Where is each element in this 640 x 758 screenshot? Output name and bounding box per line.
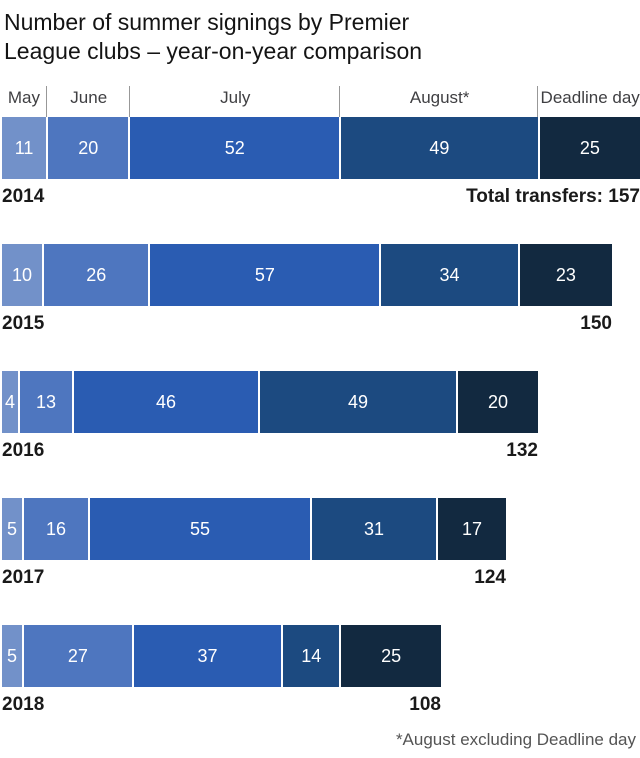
year-label: 2014 bbox=[2, 186, 45, 207]
title-line-1: Number of summer signings by Premier bbox=[4, 9, 410, 35]
bar-segment-may: 4 bbox=[2, 371, 18, 433]
header-label-deadline-day: Deadline day bbox=[540, 88, 640, 107]
row-labels: 2015 150 bbox=[2, 313, 612, 335]
bar-segment-july: 57 bbox=[150, 244, 380, 306]
year-label: 2018 bbox=[2, 694, 45, 715]
segment-value: 25 bbox=[579, 137, 600, 158]
segment-value: 25 bbox=[381, 645, 402, 666]
month-header: May June July August* Deadline day bbox=[2, 86, 640, 117]
bar-segment-june: 27 bbox=[23, 625, 132, 687]
header-label-july: July bbox=[132, 86, 340, 117]
bar-segment-august: 49 bbox=[341, 117, 538, 179]
year-row: 11 20 52 49 25 2014 Total transfers: 157 bbox=[2, 117, 640, 208]
bar-segment-august: 14 bbox=[283, 625, 340, 687]
year-label: 2016 bbox=[2, 440, 45, 461]
segment-value: 37 bbox=[197, 645, 218, 666]
segment-value: 57 bbox=[254, 264, 275, 285]
bar-segment-deadline-day: 25 bbox=[539, 117, 640, 179]
segment-value: 49 bbox=[429, 137, 450, 158]
stacked-bar: 11 20 52 49 25 bbox=[2, 117, 640, 179]
segment-value: 4 bbox=[4, 391, 15, 412]
bar-segment-july: 55 bbox=[90, 498, 310, 560]
bar-segment-june: 26 bbox=[44, 244, 149, 306]
bar-segment-july: 46 bbox=[74, 371, 258, 433]
title-line-2: League clubs – year-on-year comparison bbox=[4, 38, 423, 64]
row-labels: 2018 108 bbox=[2, 694, 441, 716]
bar-segment-june: 16 bbox=[24, 498, 88, 560]
bar-segment-may: 5 bbox=[2, 498, 22, 560]
row-labels: 2017 124 bbox=[2, 567, 506, 589]
segment-value: 20 bbox=[487, 391, 509, 412]
total-label: 108 bbox=[409, 694, 441, 715]
segment-value: 23 bbox=[555, 264, 576, 285]
header-label-august: August* bbox=[342, 86, 539, 117]
total-label: 124 bbox=[474, 567, 506, 588]
stacked-bar: 5 16 55 31 17 bbox=[2, 498, 506, 560]
row-labels: 2016 132 bbox=[2, 440, 538, 462]
total-label: 150 bbox=[580, 313, 612, 334]
bar-segment-may: 10 bbox=[2, 244, 43, 306]
bar-segment-june: 13 bbox=[20, 371, 72, 433]
segment-value: 52 bbox=[224, 137, 245, 158]
segment-value: 27 bbox=[67, 645, 88, 666]
segment-value: 10 bbox=[12, 264, 33, 285]
segment-value: 14 bbox=[301, 645, 322, 666]
bar-segment-july: 37 bbox=[133, 625, 282, 687]
header-label-june: June bbox=[49, 86, 130, 117]
row-labels: 2014 Total transfers: 157 bbox=[2, 186, 640, 208]
segment-value: 5 bbox=[6, 518, 17, 539]
bar-segment-may: 11 bbox=[2, 117, 47, 179]
header-label-may: May bbox=[2, 86, 47, 117]
stacked-bar: 4 13 46 49 20 bbox=[2, 371, 538, 433]
year-row: 4 13 46 49 20 2016 132 bbox=[2, 371, 640, 462]
year-row: 5 27 37 14 25 2018 108 bbox=[2, 625, 640, 716]
year-label: 2015 bbox=[2, 313, 45, 334]
segment-value: 26 bbox=[86, 264, 107, 285]
bar-segment-may: 5 bbox=[2, 625, 22, 687]
segment-value: 49 bbox=[347, 391, 369, 412]
segment-value: 34 bbox=[439, 264, 460, 285]
segment-value: 13 bbox=[35, 391, 57, 412]
bar-segment-july: 52 bbox=[130, 117, 340, 179]
chart-title: Number of summer signings by Premier Lea… bbox=[4, 8, 640, 66]
segment-value: 55 bbox=[189, 518, 211, 539]
total-label: Total transfers: 157 bbox=[466, 186, 640, 207]
segment-value: 46 bbox=[155, 391, 177, 412]
segment-value: 16 bbox=[45, 518, 67, 539]
bar-segment-deadline-day: 25 bbox=[341, 625, 441, 687]
year-row: 10 26 57 34 23 2015 150 bbox=[2, 244, 640, 335]
bar-segment-august: 34 bbox=[381, 244, 518, 306]
bar-segment-deadline-day: 23 bbox=[519, 244, 613, 306]
bar-segment-august: 49 bbox=[260, 371, 456, 433]
footnote: *August excluding Deadline day bbox=[395, 730, 636, 749]
year-row: 5 16 55 31 17 2017 124 bbox=[2, 498, 640, 589]
stacked-bar: 10 26 57 34 23 bbox=[2, 244, 613, 306]
segment-value: 20 bbox=[78, 137, 99, 158]
bar-segment-june: 20 bbox=[48, 117, 129, 179]
bar-segment-august: 31 bbox=[312, 498, 436, 560]
segment-value: 17 bbox=[461, 518, 483, 539]
rows: 11 20 52 49 25 2014 Total transfers: 157 10 26 57… bbox=[2, 117, 640, 716]
total-label: 132 bbox=[506, 440, 538, 461]
segment-value: 31 bbox=[363, 518, 385, 539]
stacked-bar: 5 27 37 14 25 bbox=[2, 625, 441, 687]
segment-value: 11 bbox=[14, 137, 34, 158]
bar-segment-deadline-day: 17 bbox=[438, 498, 506, 560]
year-label: 2017 bbox=[2, 567, 45, 588]
segment-value: 5 bbox=[6, 645, 17, 666]
bar-segment-deadline-day: 20 bbox=[458, 371, 538, 433]
